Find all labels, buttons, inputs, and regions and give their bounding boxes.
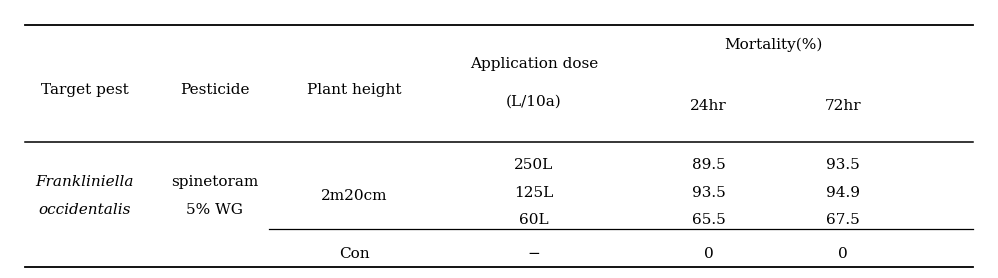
- Text: 65.5: 65.5: [692, 213, 726, 227]
- Text: Con: Con: [339, 247, 369, 261]
- Text: Plant height: Plant height: [307, 83, 401, 97]
- Text: (L/10a): (L/10a): [506, 95, 562, 108]
- Text: 94.9: 94.9: [826, 186, 860, 200]
- Text: 0: 0: [838, 247, 848, 261]
- Text: spinetoram: spinetoram: [171, 175, 258, 189]
- Text: 93.5: 93.5: [692, 186, 726, 200]
- Text: Target pest: Target pest: [41, 83, 129, 97]
- Text: 125L: 125L: [514, 186, 554, 200]
- Text: Application dose: Application dose: [470, 57, 598, 71]
- Text: 93.5: 93.5: [826, 158, 860, 172]
- Text: 5% WG: 5% WG: [186, 203, 244, 217]
- Text: Mortality(%): Mortality(%): [725, 37, 822, 52]
- Text: Frankliniella: Frankliniella: [36, 175, 134, 189]
- Text: 0: 0: [704, 247, 714, 261]
- Text: 72hr: 72hr: [825, 99, 861, 113]
- Text: 89.5: 89.5: [692, 158, 726, 172]
- Text: 2m20cm: 2m20cm: [321, 189, 387, 203]
- Text: 250L: 250L: [514, 158, 554, 172]
- Text: 67.5: 67.5: [826, 213, 860, 227]
- Text: 60L: 60L: [519, 213, 549, 227]
- Text: 24hr: 24hr: [691, 99, 727, 113]
- Text: Pesticide: Pesticide: [180, 83, 250, 97]
- Text: occidentalis: occidentalis: [39, 203, 131, 217]
- Text: −: −: [528, 247, 540, 261]
